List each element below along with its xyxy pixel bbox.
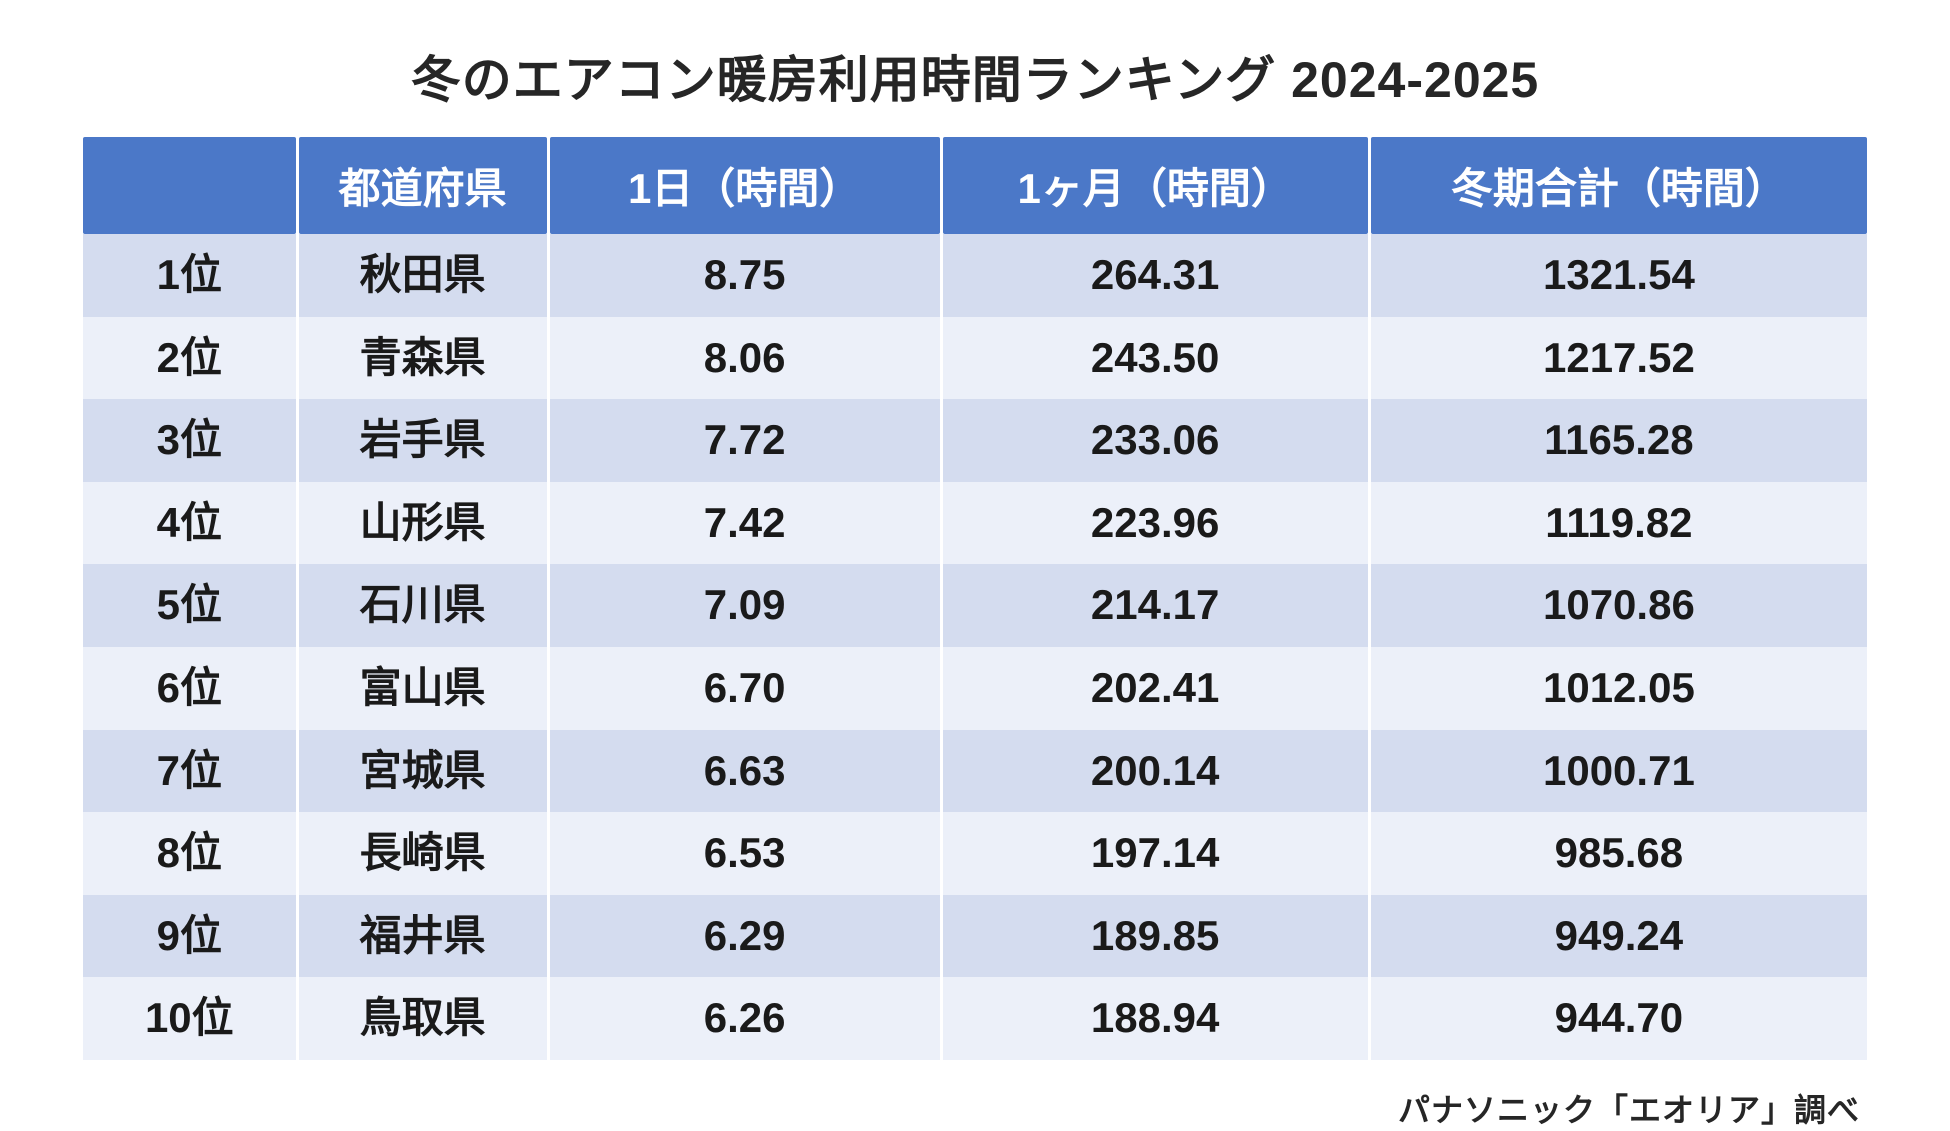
table-row: 10位鳥取県6.26188.94944.70 — [83, 977, 1867, 1060]
cell-rank: 4位 — [83, 482, 296, 565]
source-note: パナソニック「エオリア」調べ — [80, 1085, 1870, 1131]
page-title: 冬のエアコン暖房利用時間ランキング 2024-2025 — [411, 40, 1540, 112]
table-row: 6位富山県6.70202.411012.05 — [83, 647, 1867, 730]
header-winter-total: 冬期合計（時間） — [1371, 137, 1867, 234]
header-per-month: 1ヶ月（時間） — [943, 137, 1368, 234]
cell-rank: 5位 — [83, 564, 296, 647]
cell-per-month: 233.06 — [943, 399, 1368, 482]
cell-per-month: 189.85 — [943, 895, 1368, 978]
table-row: 3位岩手県7.72233.061165.28 — [83, 399, 1867, 482]
cell-per-month: 264.31 — [943, 234, 1368, 317]
cell-per-day: 6.29 — [550, 895, 940, 978]
table-row: 1位秋田県8.75264.311321.54 — [83, 234, 1867, 317]
table-row: 7位宮城県6.63200.141000.71 — [83, 730, 1867, 813]
ranking-table-container: 都道府県 1日（時間） 1ヶ月（時間） 冬期合計（時間） 1位秋田県8.7526… — [80, 137, 1870, 1060]
cell-rank: 6位 — [83, 647, 296, 730]
cell-prefecture: 山形県 — [299, 482, 547, 565]
cell-rank: 10位 — [83, 977, 296, 1060]
cell-winter-total: 1165.28 — [1371, 399, 1867, 482]
cell-winter-total: 1321.54 — [1371, 234, 1867, 317]
table-body: 1位秋田県8.75264.311321.542位青森県8.06243.50121… — [83, 234, 1867, 1060]
table-row: 4位山形県7.42223.961119.82 — [83, 482, 1867, 565]
cell-winter-total: 1000.71 — [1371, 730, 1867, 813]
cell-per-day: 7.42 — [550, 482, 940, 565]
cell-rank: 3位 — [83, 399, 296, 482]
cell-per-month: 223.96 — [943, 482, 1368, 565]
cell-per-month: 202.41 — [943, 647, 1368, 730]
cell-prefecture: 富山県 — [299, 647, 547, 730]
table-row: 9位福井県6.29189.85949.24 — [83, 895, 1867, 978]
table-row: 5位石川県7.09214.171070.86 — [83, 564, 1867, 647]
cell-per-day: 6.63 — [550, 730, 940, 813]
header-rank — [83, 137, 296, 234]
cell-per-day: 8.06 — [550, 317, 940, 400]
cell-winter-total: 1070.86 — [1371, 564, 1867, 647]
cell-rank: 8位 — [83, 812, 296, 895]
cell-per-day: 6.70 — [550, 647, 940, 730]
cell-per-month: 188.94 — [943, 977, 1368, 1060]
header-prefecture: 都道府県 — [299, 137, 547, 234]
cell-per-day: 8.75 — [550, 234, 940, 317]
cell-rank: 2位 — [83, 317, 296, 400]
cell-winter-total: 1119.82 — [1371, 482, 1867, 565]
table-row: 2位青森県8.06243.501217.52 — [83, 317, 1867, 400]
cell-per-month: 214.17 — [943, 564, 1368, 647]
cell-per-month: 243.50 — [943, 317, 1368, 400]
cell-prefecture: 宮城県 — [299, 730, 547, 813]
cell-prefecture: 福井県 — [299, 895, 547, 978]
cell-winter-total: 1217.52 — [1371, 317, 1867, 400]
cell-prefecture: 岩手県 — [299, 399, 547, 482]
cell-per-day: 7.09 — [550, 564, 940, 647]
cell-rank: 7位 — [83, 730, 296, 813]
cell-prefecture: 秋田県 — [299, 234, 547, 317]
table-row: 8位長崎県6.53197.14985.68 — [83, 812, 1867, 895]
cell-winter-total: 944.70 — [1371, 977, 1867, 1060]
cell-winter-total: 985.68 — [1371, 812, 1867, 895]
cell-prefecture: 石川県 — [299, 564, 547, 647]
cell-rank: 1位 — [83, 234, 296, 317]
cell-winter-total: 1012.05 — [1371, 647, 1867, 730]
header-per-day: 1日（時間） — [550, 137, 940, 234]
cell-winter-total: 949.24 — [1371, 895, 1867, 978]
cell-rank: 9位 — [83, 895, 296, 978]
cell-per-day: 6.26 — [550, 977, 940, 1060]
cell-prefecture: 青森県 — [299, 317, 547, 400]
cell-prefecture: 鳥取県 — [299, 977, 547, 1060]
table-header-row: 都道府県 1日（時間） 1ヶ月（時間） 冬期合計（時間） — [83, 137, 1867, 234]
cell-per-month: 197.14 — [943, 812, 1368, 895]
cell-per-day: 7.72 — [550, 399, 940, 482]
cell-prefecture: 長崎県 — [299, 812, 547, 895]
ranking-table: 都道府県 1日（時間） 1ヶ月（時間） 冬期合計（時間） 1位秋田県8.7526… — [80, 137, 1870, 1060]
cell-per-day: 6.53 — [550, 812, 940, 895]
cell-per-month: 200.14 — [943, 730, 1368, 813]
